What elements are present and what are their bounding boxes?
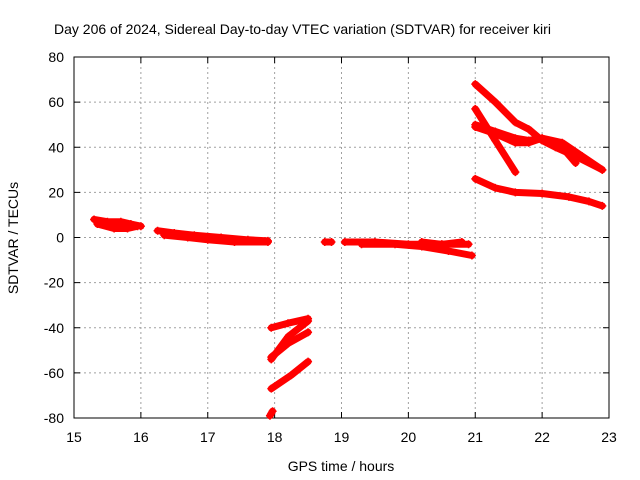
data-point bbox=[471, 104, 480, 113]
data-point bbox=[524, 138, 533, 147]
data-point bbox=[538, 189, 547, 198]
data-point bbox=[524, 125, 533, 134]
data-point bbox=[511, 168, 520, 177]
series-4 bbox=[160, 231, 272, 247]
data-point bbox=[93, 219, 102, 228]
data-point bbox=[284, 319, 292, 328]
data-point bbox=[584, 197, 593, 206]
series-8 bbox=[417, 238, 466, 249]
data-point bbox=[571, 159, 580, 168]
data-point bbox=[265, 411, 274, 420]
series-11 bbox=[267, 328, 313, 362]
data-point bbox=[471, 174, 480, 183]
data-point bbox=[538, 134, 547, 143]
data-point bbox=[467, 251, 476, 260]
data-point bbox=[203, 235, 212, 244]
data-point bbox=[267, 384, 276, 393]
data-point bbox=[284, 332, 292, 341]
x-tick-label: 23 bbox=[601, 429, 617, 445]
x-axis-label: GPS time / hours bbox=[288, 458, 395, 474]
data-point bbox=[267, 353, 276, 362]
grid-lines bbox=[74, 57, 609, 418]
y-tick-label: 60 bbox=[48, 94, 64, 110]
data-point bbox=[263, 238, 272, 247]
data-point bbox=[304, 357, 313, 366]
data-point bbox=[153, 226, 162, 235]
data-point bbox=[183, 233, 192, 242]
data-point bbox=[598, 201, 607, 210]
data-point bbox=[160, 231, 169, 240]
data-point bbox=[464, 240, 473, 249]
data-point bbox=[320, 238, 329, 247]
data-point bbox=[491, 183, 500, 192]
data-point bbox=[304, 316, 313, 325]
data-point bbox=[327, 238, 336, 247]
data-point bbox=[598, 165, 607, 174]
data-point bbox=[284, 339, 292, 348]
data-point bbox=[116, 217, 125, 226]
data-point bbox=[491, 98, 500, 107]
y-tick-label: -20 bbox=[44, 275, 64, 291]
data-point bbox=[267, 323, 276, 332]
x-tick-label: 21 bbox=[467, 429, 483, 445]
tick-labels: 15 16 17 18 19 20 21 22 23 -80 -60 -40 -20 0 20 40 60 80 bbox=[44, 49, 617, 445]
series-15 bbox=[471, 104, 520, 177]
series-line bbox=[93, 220, 141, 232]
data-point bbox=[391, 240, 399, 249]
series-18 bbox=[471, 174, 607, 210]
x-tick-label: 22 bbox=[534, 429, 550, 445]
data-point bbox=[357, 240, 366, 249]
data-point bbox=[444, 247, 453, 256]
data-point bbox=[511, 138, 520, 147]
data-point bbox=[491, 136, 500, 145]
axis-ticks bbox=[73, 56, 610, 419]
data-point bbox=[340, 238, 349, 247]
data-point bbox=[471, 80, 480, 89]
chart-title: Day 206 of 2024, Sidereal Day-to-day VTE… bbox=[54, 21, 551, 37]
y-axis-label: SDTVAR / TECUs bbox=[5, 182, 21, 294]
data-point bbox=[457, 238, 466, 247]
data-point bbox=[133, 222, 142, 231]
series-line bbox=[471, 123, 606, 174]
y-tick-label: 20 bbox=[48, 184, 64, 200]
data-point bbox=[230, 238, 239, 247]
data-point bbox=[123, 224, 132, 233]
data-point bbox=[268, 407, 277, 416]
y-tick-label: -60 bbox=[44, 365, 64, 381]
series-7 bbox=[357, 240, 476, 260]
y-tick-label: 80 bbox=[48, 49, 64, 65]
series-5 bbox=[320, 238, 336, 247]
series-12 bbox=[267, 357, 313, 393]
data-point bbox=[287, 371, 296, 380]
data-point bbox=[511, 118, 520, 127]
data-point bbox=[437, 240, 446, 249]
series-2 bbox=[93, 219, 142, 233]
y-tick-label: 40 bbox=[48, 139, 64, 155]
data-point bbox=[417, 238, 426, 247]
series-13 bbox=[265, 407, 277, 420]
data-point bbox=[578, 152, 587, 161]
x-tick-label: 17 bbox=[200, 429, 216, 445]
y-tick-label: 0 bbox=[56, 230, 64, 246]
series-17 bbox=[471, 122, 607, 174]
x-tick-label: 15 bbox=[66, 429, 82, 445]
data-point bbox=[110, 224, 119, 233]
data-point bbox=[558, 138, 567, 147]
x-tick-label: 16 bbox=[133, 429, 149, 445]
x-tick-label: 20 bbox=[401, 429, 417, 445]
data-series bbox=[90, 80, 607, 420]
data-point bbox=[511, 188, 520, 197]
x-tick-label: 19 bbox=[334, 429, 350, 445]
data-point bbox=[304, 328, 313, 337]
data-point bbox=[90, 215, 99, 224]
data-point bbox=[491, 129, 500, 138]
y-tick-label: -80 bbox=[44, 410, 64, 426]
x-tick-label: 18 bbox=[267, 429, 283, 445]
y-tick-label: -40 bbox=[44, 320, 64, 336]
data-point bbox=[471, 122, 480, 131]
data-point bbox=[564, 192, 573, 201]
